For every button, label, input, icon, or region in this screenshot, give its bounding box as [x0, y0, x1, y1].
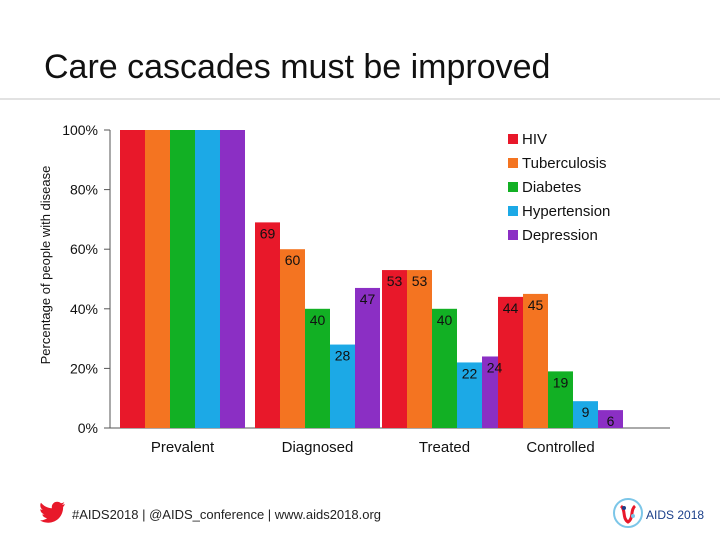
twitter-bird-icon	[40, 501, 65, 523]
bar-hypertension-controlled	[573, 401, 598, 428]
bar-diabetes-treated	[432, 308, 457, 428]
x-category-label: Controlled	[526, 439, 594, 456]
y-tick-label: 0%	[78, 420, 98, 436]
data-labels: 69 60 40 28 47 53 53 40 22 24 44 45 19 9 6	[260, 225, 615, 429]
data-label: 40	[310, 312, 326, 328]
legend-swatch	[508, 134, 518, 144]
legend-swatch	[508, 206, 518, 216]
bar-hiv-controlled	[498, 296, 523, 428]
bar-hiv-prevalent	[120, 130, 145, 428]
bar-hypertension-diagnosed	[330, 344, 355, 428]
data-label: 53	[387, 273, 403, 289]
slide-title: Care cascades must be improved	[44, 48, 551, 86]
bar-hiv-diagnosed	[255, 222, 280, 428]
bar-diabetes-diagnosed	[305, 308, 330, 428]
data-label: 47	[360, 291, 376, 307]
legend-label: HIV	[522, 131, 547, 148]
bar-chart: Percentage of people with disease 0% 20% 4…	[38, 122, 670, 456]
data-label: 9	[582, 404, 590, 420]
y-tick-label: 40%	[70, 301, 98, 317]
conference-logo-icon	[613, 498, 643, 528]
bar-hiv-treated	[382, 270, 407, 428]
bar-tuberculosis-prevalent	[145, 130, 170, 428]
y-tick-label: 60%	[70, 241, 98, 257]
data-label: 28	[335, 348, 351, 364]
y-tick-label: 20%	[70, 360, 98, 376]
bar-tuberculosis-controlled	[523, 293, 548, 428]
legend-label: Hypertension	[522, 203, 610, 220]
legend-label: Tuberculosis	[522, 155, 606, 172]
legend-label: Diabetes	[522, 179, 581, 196]
data-label: 60	[285, 252, 301, 268]
legend: HIV Tuberculosis Diabetes Hypertension Depre…	[508, 131, 610, 244]
bar-tuberculosis-treated	[407, 270, 432, 428]
bar-depression-controlled	[598, 410, 623, 428]
y-tick-label: 100%	[62, 122, 98, 138]
data-label: 44	[503, 300, 519, 316]
legend-swatch	[508, 182, 518, 192]
bar-hypertension-treated	[457, 362, 482, 428]
legend-swatch	[508, 230, 518, 240]
bar-hypertension-prevalent	[195, 130, 220, 428]
y-tick-label: 80%	[70, 182, 98, 198]
footer-text: #AIDS2018 | @AIDS_conference | www.aids2…	[72, 507, 382, 522]
x-category-label: Prevalent	[151, 439, 215, 456]
data-label: 6	[607, 413, 615, 429]
data-label: 45	[528, 297, 544, 313]
bars	[120, 130, 623, 428]
data-label: 22	[462, 365, 478, 381]
y-axis-label: Percentage of people with disease	[38, 166, 53, 365]
bar-depression-prevalent	[220, 130, 245, 428]
bar-tuberculosis-diagnosed	[280, 249, 305, 428]
bar-depression-diagnosed	[355, 287, 380, 428]
legend-swatch	[508, 158, 518, 168]
conference-logo-text: AIDS 2018	[646, 508, 705, 522]
data-label: 40	[437, 312, 453, 328]
x-category-label: Treated	[419, 439, 470, 456]
bar-diabetes-controlled	[548, 371, 573, 428]
bar-diabetes-prevalent	[170, 130, 195, 428]
title-divider	[0, 98, 720, 100]
data-label: 24	[487, 359, 503, 375]
data-label: 53	[412, 273, 428, 289]
data-label: 69	[260, 225, 276, 241]
x-category-label: Diagnosed	[282, 439, 354, 456]
legend-label: Depression	[522, 227, 598, 244]
data-label: 19	[553, 374, 569, 390]
x-axis-categories: Prevalent Diagnosed Treated Controlled	[151, 439, 595, 456]
